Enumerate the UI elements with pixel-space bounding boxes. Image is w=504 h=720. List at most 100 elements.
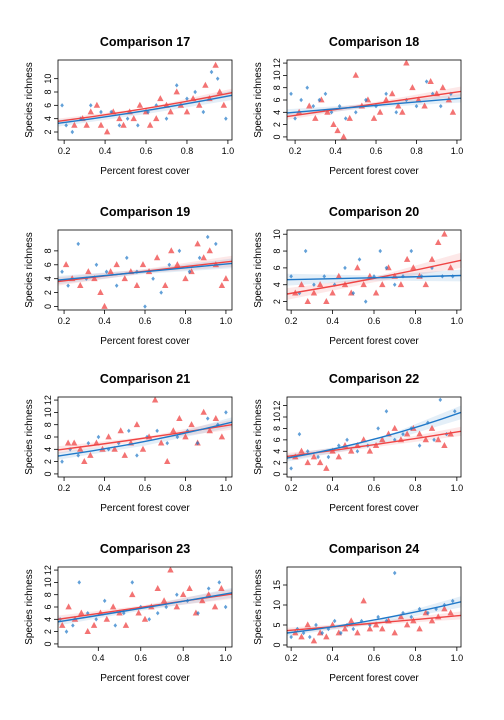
- data-point-diamond: [424, 79, 429, 84]
- data-point-triangle: [174, 261, 181, 268]
- data-point-triangle: [212, 414, 220, 421]
- panel-title: Comparison 24: [329, 542, 419, 556]
- y-tick-label: 4: [43, 116, 53, 121]
- data-point-triangle: [435, 436, 442, 443]
- x-tick-label: 0.2: [58, 316, 71, 326]
- data-point-triangle: [428, 255, 436, 262]
- x-tick-label: 0.6: [370, 146, 383, 156]
- data-point-diamond: [224, 410, 228, 415]
- data-point-diamond: [392, 282, 397, 287]
- y-axis-label: Species richness: [24, 62, 35, 138]
- data-point-triangle: [391, 629, 398, 636]
- data-point-diamond: [392, 570, 397, 576]
- data-point-triangle: [360, 436, 367, 443]
- data-point-diamond: [332, 618, 337, 624]
- y-tick-label: 6: [272, 265, 282, 270]
- data-point-diamond: [136, 123, 140, 128]
- data-point-diamond: [401, 431, 405, 437]
- panel-8: Comparison 24 0.2 0.4 0.6 0.8 1.0 0 5 10 15 Percen…: [253, 542, 463, 684]
- x-tick-label: 0.4: [98, 483, 111, 493]
- data-point-triangle: [422, 281, 429, 288]
- data-point-triangle: [427, 77, 434, 84]
- data-point-diamond: [223, 604, 228, 610]
- x-axis-label: Percent forest cover: [100, 673, 190, 684]
- data-point-diamond: [60, 103, 64, 108]
- data-point-diamond: [417, 443, 422, 448]
- data-point-triangle: [316, 459, 324, 466]
- x-tick-label: 0.6: [368, 653, 381, 663]
- data-point-triangle: [341, 625, 349, 632]
- data-point-diamond: [164, 116, 169, 121]
- data-point-diamond: [289, 91, 293, 97]
- data-point-diamond: [76, 241, 81, 247]
- data-point-diamond: [71, 623, 75, 628]
- fit-line-blue: [287, 601, 461, 634]
- data-point-triangle: [428, 617, 436, 624]
- panel-title: Comparison 18: [329, 35, 419, 49]
- data-point-diamond: [337, 103, 342, 109]
- data-point-diamond: [94, 617, 98, 622]
- data-point-triangle: [105, 433, 112, 440]
- x-tick-label: 0.6: [368, 316, 381, 326]
- data-point-diamond: [351, 290, 356, 296]
- data-point-diamond: [301, 630, 306, 636]
- data-point-triangle: [121, 275, 128, 282]
- y-tick-label: 0: [43, 304, 53, 309]
- y-tick-label: 12: [43, 395, 53, 405]
- data-point-diamond: [322, 274, 327, 279]
- y-tick-label: 8: [43, 592, 53, 597]
- data-point-triangle: [323, 464, 330, 471]
- y-tick-label: 2: [272, 299, 282, 304]
- y-tick-label: 15: [272, 580, 282, 590]
- data-point-triangle: [298, 281, 305, 288]
- data-point-triangle: [162, 282, 169, 289]
- data-point-triangle: [439, 84, 446, 91]
- data-point-triangle: [133, 282, 141, 289]
- data-point-diamond: [289, 466, 293, 471]
- data-point-triangle: [306, 102, 313, 109]
- data-point-triangle: [220, 101, 228, 108]
- x-tick-label: 0.2: [58, 146, 71, 156]
- data-point-triangle: [304, 621, 311, 628]
- fit-line-blue: [58, 421, 232, 457]
- x-tick-label: 0.8: [409, 653, 422, 663]
- data-point-triangle: [85, 268, 92, 275]
- data-point-triangle: [170, 427, 177, 434]
- data-point-triangle: [77, 445, 84, 452]
- data-point-triangle: [409, 84, 416, 91]
- data-point-triangle: [304, 459, 311, 466]
- data-point-diamond: [121, 610, 126, 616]
- data-point-diamond: [135, 453, 139, 458]
- y-tick-label: 10: [272, 229, 282, 239]
- panel-4: Comparison 20 0.2 0.4 0.6 0.8 1.0 2 4 6 8 10 Percen…: [253, 205, 463, 347]
- fit-line-blue: [287, 411, 461, 459]
- data-point-diamond: [187, 269, 192, 274]
- x-tick-label: 0.2: [285, 316, 298, 326]
- data-point-triangle: [183, 108, 191, 115]
- plot-area: [58, 567, 232, 635]
- fit-line-red: [58, 593, 232, 620]
- data-point-triangle: [422, 436, 429, 443]
- y-tick-label: 12: [272, 58, 282, 68]
- x-tick-label: 0.6: [134, 653, 147, 663]
- data-point-diamond: [60, 459, 64, 464]
- data-point-diamond: [353, 110, 358, 115]
- fit-line-red: [58, 424, 232, 451]
- data-point-diamond: [124, 255, 129, 261]
- data-point-triangle: [416, 430, 423, 437]
- y-tick-label: 6: [43, 604, 53, 609]
- data-point-triangle: [153, 115, 160, 122]
- x-tick-label: 1.0: [451, 483, 464, 493]
- data-point-triangle: [188, 421, 195, 428]
- data-point-diamond: [165, 440, 170, 446]
- x-tick-label: 0.8: [181, 146, 194, 156]
- data-point-diamond: [314, 622, 318, 628]
- data-point-triangle: [348, 617, 355, 624]
- data-point-triangle: [410, 264, 417, 271]
- data-point-triangle: [379, 625, 386, 632]
- y-tick-label: 8: [43, 89, 53, 94]
- data-point-triangle: [81, 458, 88, 465]
- data-point-diamond: [339, 630, 343, 636]
- data-point-triangle: [205, 591, 212, 598]
- x-tick-label: 0.8: [409, 483, 422, 493]
